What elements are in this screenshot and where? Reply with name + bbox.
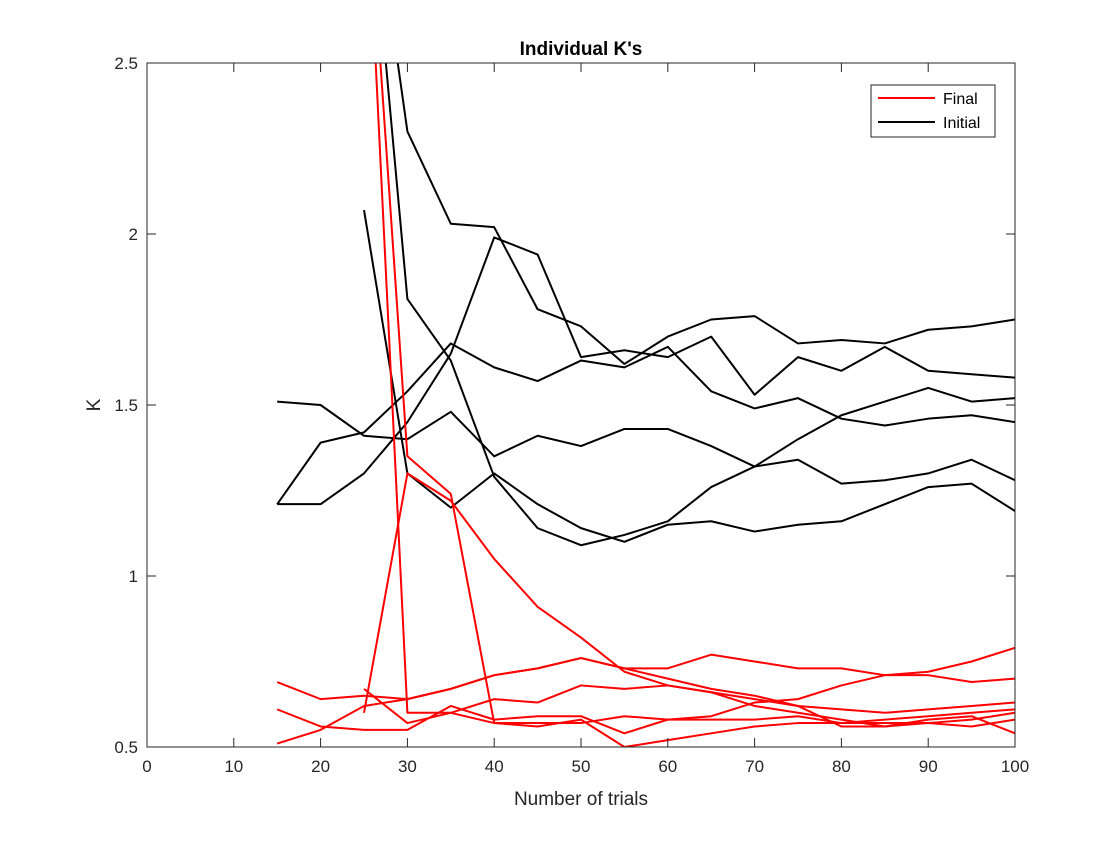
series-line-initial-5 xyxy=(384,63,1015,547)
ticks-layer: 0 10 20 30 40 50 60 70 80 90 100 0.5 1 1.5 2 2.5 xyxy=(114,54,1029,776)
x-axis-label: Number of trials xyxy=(514,789,648,810)
series-line-initial-4 xyxy=(276,342,1015,505)
series-line-initial-6 xyxy=(363,209,1015,543)
series-line-final-12 xyxy=(363,684,1015,728)
x-tick-label: 100 xyxy=(1001,757,1029,776)
y-tick-label: 2.5 xyxy=(114,54,138,73)
x-tick-label: 90 xyxy=(919,757,938,776)
legend-label-final: Final xyxy=(943,91,978,108)
x-tick-label: 10 xyxy=(224,757,243,776)
plot-background xyxy=(147,63,1015,747)
y-tick-label: 1.5 xyxy=(114,396,138,415)
x-tick-label: 60 xyxy=(658,757,677,776)
series-line-initial-1 xyxy=(396,63,1015,365)
legend: Final Initial xyxy=(870,84,996,138)
y-axis-label: K xyxy=(84,398,105,411)
legend-box xyxy=(870,84,996,138)
x-tick-label: 0 xyxy=(142,757,151,776)
series-line-initial-2 xyxy=(277,400,1015,485)
y-tick-label: 0.5 xyxy=(114,738,138,757)
y-tick-label: 2 xyxy=(129,225,138,244)
series-line-final-9 xyxy=(276,657,1015,745)
x-tick-label: 30 xyxy=(398,757,417,776)
series-layer xyxy=(276,63,1015,747)
x-tick-label: 40 xyxy=(485,757,504,776)
series-line-final-13 xyxy=(374,63,1015,747)
x-tick-label: 80 xyxy=(832,757,851,776)
series-line-final-8 xyxy=(276,646,1015,735)
x-tick-label: 70 xyxy=(745,757,764,776)
x-tick-label: 20 xyxy=(311,757,330,776)
x-tick-label: 50 xyxy=(572,757,591,776)
y-tick-label: 1 xyxy=(129,567,138,586)
legend-label-initial: Initial xyxy=(943,115,980,132)
chart-title: Individual K's xyxy=(520,39,643,60)
